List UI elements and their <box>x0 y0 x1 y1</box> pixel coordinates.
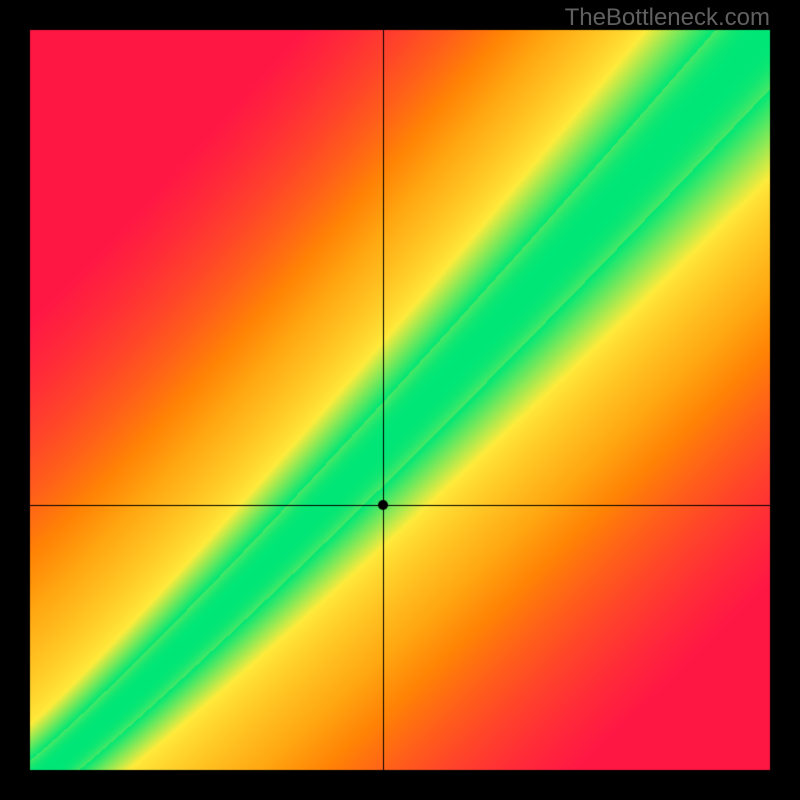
bottleneck-heatmap <box>0 0 800 800</box>
watermark-text: TheBottleneck.com <box>565 4 770 32</box>
